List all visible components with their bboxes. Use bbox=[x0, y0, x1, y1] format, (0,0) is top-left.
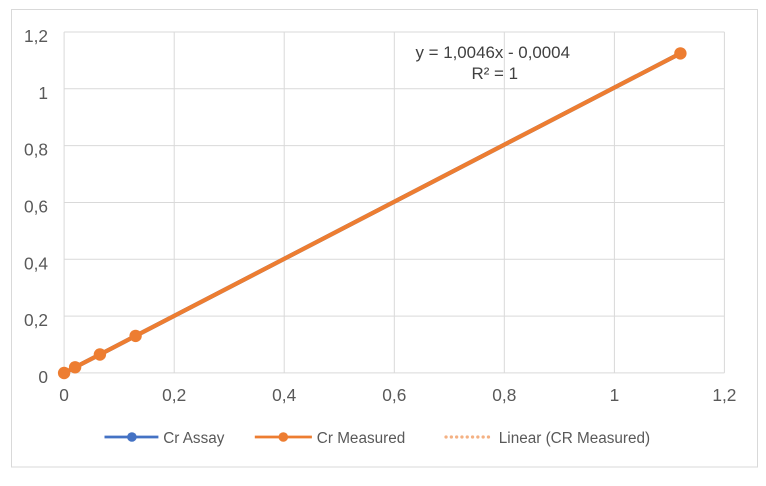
svg-text:0: 0 bbox=[38, 367, 48, 387]
svg-text:Cr Measured: Cr Measured bbox=[317, 430, 405, 447]
svg-text:0,4: 0,4 bbox=[272, 385, 296, 405]
svg-text:Cr Assay: Cr Assay bbox=[163, 430, 225, 447]
svg-text:0,6: 0,6 bbox=[24, 197, 48, 217]
svg-text:1,2: 1,2 bbox=[24, 26, 48, 46]
svg-text:y = 1,0046x - 0,0004: y = 1,0046x - 0,0004 bbox=[416, 43, 570, 62]
svg-text:0,2: 0,2 bbox=[24, 310, 48, 330]
svg-text:0,8: 0,8 bbox=[24, 140, 48, 160]
svg-text:R² = 1: R² = 1 bbox=[472, 64, 518, 83]
svg-text:0,2: 0,2 bbox=[162, 385, 186, 405]
svg-text:1: 1 bbox=[610, 385, 620, 405]
svg-text:1,2: 1,2 bbox=[712, 385, 736, 405]
svg-text:1: 1 bbox=[38, 83, 48, 103]
svg-text:0: 0 bbox=[59, 385, 69, 405]
svg-text:0,4: 0,4 bbox=[24, 253, 48, 273]
svg-text:0,6: 0,6 bbox=[382, 385, 406, 405]
svg-text:0,8: 0,8 bbox=[492, 385, 516, 405]
svg-text:Linear (CR Measured): Linear (CR Measured) bbox=[499, 430, 650, 447]
